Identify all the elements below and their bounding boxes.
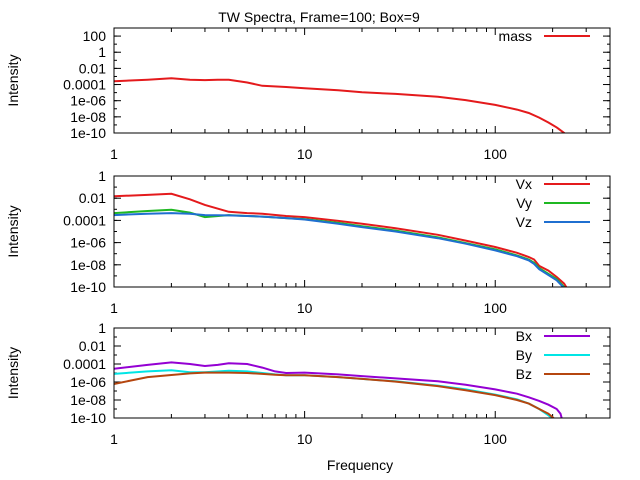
legend-label-vx: Vx — [516, 176, 532, 192]
plot-frame — [113, 327, 611, 419]
y-tick-label: 1e-08 — [70, 109, 106, 125]
x-tick-label: 100 — [484, 146, 508, 162]
figure-title: TW Spectra, Frame=100; Box=9 — [218, 9, 420, 25]
x-tick-label: 1 — [110, 431, 118, 447]
series-line-bx — [114, 361, 563, 418]
y-tick-label: 1e-08 — [70, 392, 106, 408]
x-tick-label: 10 — [297, 300, 313, 316]
legend-label-bx: Bx — [516, 328, 532, 344]
x-axis-label: Frequency — [327, 457, 393, 473]
y-tick-label: 0.01 — [79, 338, 106, 354]
y-tick-label: 1e-06 — [70, 235, 106, 251]
y-tick-label: 1e-10 — [70, 125, 106, 141]
y-tick-label: 1 — [98, 320, 106, 336]
y-tick-label: 0.0001 — [63, 212, 106, 228]
x-tick-label: 1 — [110, 300, 118, 316]
series-line-vz — [114, 212, 565, 287]
series-line-vx — [114, 192, 568, 287]
x-tick-label: 1 — [110, 146, 118, 162]
y-tick-label: 0.0001 — [63, 77, 106, 93]
legend-label-by: By — [516, 347, 532, 363]
series-line-mass — [114, 77, 566, 133]
series-line-bz — [114, 371, 556, 418]
plot-frame — [113, 27, 611, 134]
y-tick-label: 1 — [98, 168, 106, 184]
x-tick-label: 10 — [297, 146, 313, 162]
y-tick-label: 1e-06 — [70, 93, 106, 109]
legend-label-bz: Bz — [516, 366, 532, 382]
y-tick-label: 1e-10 — [70, 279, 106, 295]
y-axis-label: Intensity — [5, 54, 21, 106]
y-axis-label: Intensity — [5, 205, 21, 257]
y-tick-label: 1e-06 — [70, 374, 106, 390]
legend-label-vz: Vz — [516, 214, 532, 230]
y-tick-label: 0.0001 — [63, 356, 106, 372]
y-tick-label: 1e-08 — [70, 257, 106, 273]
y-tick-label: 0.01 — [79, 60, 106, 76]
y-axis-label: Intensity — [5, 347, 21, 399]
plot-frame — [113, 175, 611, 288]
y-tick-label: 100 — [83, 28, 107, 44]
y-tick-label: 1 — [98, 44, 106, 60]
x-tick-label: 10 — [297, 431, 313, 447]
legend-label-mass: mass — [499, 28, 532, 44]
x-tick-label: 100 — [484, 300, 508, 316]
y-tick-label: 1e-10 — [70, 410, 106, 426]
y-tick-label: 0.01 — [79, 190, 106, 206]
legend-label-vy: Vy — [516, 195, 532, 211]
x-tick-label: 100 — [484, 431, 508, 447]
